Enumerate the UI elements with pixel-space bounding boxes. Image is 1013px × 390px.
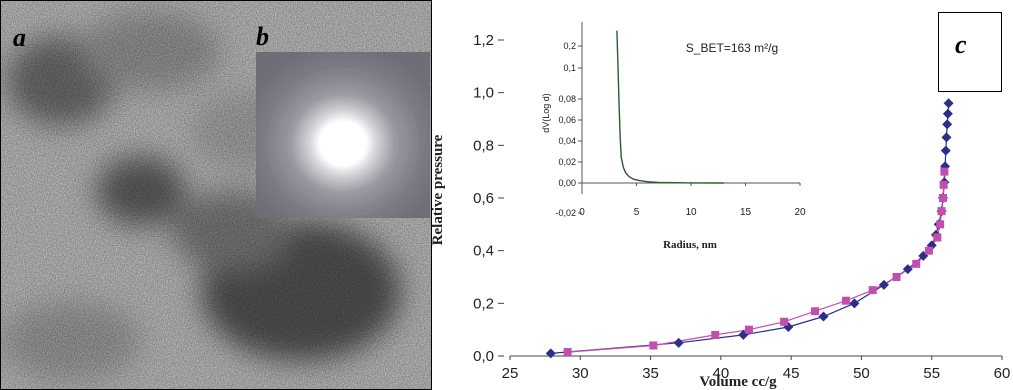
- x-tick-label: 60: [994, 365, 1011, 382]
- y-tick-label: 0,2: [473, 295, 494, 312]
- x-axis-label: Volume cc/g: [699, 374, 777, 390]
- inset-series-line: [616, 30, 724, 184]
- inset-y-tick-label: 0,06: [558, 115, 576, 125]
- data-point-square: [938, 194, 947, 202]
- data-point-diamond: [818, 311, 829, 322]
- inset-y-tick-label: 0,1: [563, 63, 576, 73]
- y-tick-label: 1,2: [473, 32, 494, 49]
- data-point-square: [649, 341, 658, 350]
- data-point-diamond: [545, 348, 556, 359]
- inset-annotation: S_BET=163 m²/g: [686, 41, 778, 55]
- data-point-diamond: [943, 98, 954, 109]
- data-point-diamond: [918, 250, 929, 261]
- inset-x-label: Radius, nm: [663, 239, 717, 251]
- data-point-square: [939, 180, 948, 189]
- x-tick-label: 40: [713, 365, 730, 382]
- data-point-square: [912, 259, 921, 268]
- inset-y-tick-label: 0,04: [558, 136, 576, 146]
- data-point-square: [937, 207, 946, 216]
- data-point-square: [711, 330, 720, 339]
- panel-label-c: c: [955, 30, 967, 59]
- inset-y-tick-label: 0,2: [563, 41, 576, 51]
- data-point-square: [924, 246, 933, 255]
- data-point-square: [936, 220, 945, 229]
- y-tick-label: 0,6: [473, 190, 494, 207]
- data-point-square: [780, 317, 789, 326]
- data-point-square: [744, 325, 753, 334]
- x-tick-label: 25: [502, 365, 519, 382]
- series-lines: [550, 103, 950, 354]
- inset-y-tick-label: -0,02: [555, 208, 576, 218]
- inset-x-tick-label: 15: [740, 207, 752, 218]
- inset-y-tick-label: 0,08: [558, 94, 576, 104]
- y-tick-label: 0,8: [473, 137, 494, 154]
- x-tick-label: 50: [853, 365, 870, 382]
- y-tick-label: 0,0: [473, 348, 494, 365]
- data-point-square: [841, 296, 850, 305]
- isotherm-chart: 25 30 35 40 45 50 55 60 0,00,20,40,60,81,01,2 V…: [432, 22, 1011, 390]
- panel-label-a: a: [13, 23, 26, 52]
- inset-x-tick-label: 10: [685, 207, 697, 218]
- series-line-1: [550, 103, 950, 354]
- inset-y-tick-label: 0,00: [558, 178, 576, 188]
- inset-x-tick-group: 0 5 10 15 20: [579, 183, 806, 218]
- data-point-square: [940, 167, 949, 176]
- y-tick-group: 0,0 0,2 0,4 0,6 0,8 1,0 1,2: [473, 32, 504, 365]
- data-point-diamond: [878, 279, 889, 290]
- x-tick-group: 25 30 35 40 45 50 55 60: [502, 356, 1011, 382]
- diffraction-pattern-image: [256, 52, 430, 218]
- data-point-square: [811, 307, 820, 316]
- panel-c-box: [938, 12, 1002, 92]
- inset-y-tick-group: -0,02 0,00 0,02 0,04 0,06 0,08 0,1 0,2: [555, 41, 582, 218]
- y-tick-label: 1,0: [473, 85, 494, 102]
- data-point-square: [563, 348, 572, 357]
- x-tick-label: 55: [923, 365, 940, 382]
- data-point-diamond: [902, 264, 913, 275]
- data-point-diamond: [940, 145, 951, 156]
- y-tick-label: 0,4: [473, 243, 494, 260]
- inset-x-tick-label: 5: [634, 207, 640, 218]
- data-point-square: [933, 233, 942, 242]
- inset-x-tick-label: 20: [794, 207, 806, 218]
- pore-size-inset: -0,02 0,00 0,02 0,04 0,06 0,08 0,1 0,2 0 5 10 15 20…: [541, 22, 806, 251]
- data-point-diamond: [849, 298, 860, 309]
- series-line-2: [567, 171, 945, 353]
- panel-label-b: b: [256, 22, 269, 51]
- inset-y-tick-label: 0,02: [558, 157, 576, 167]
- data-point-square: [892, 273, 901, 281]
- x-tick-label: 45: [783, 365, 800, 382]
- data-point-diamond: [941, 132, 952, 143]
- y-axis-label: Relative pressure: [432, 134, 446, 245]
- inset-y-label: dV(Log d): [541, 93, 551, 133]
- data-point-square: [868, 286, 877, 295]
- data-point-diamond: [942, 119, 953, 130]
- inset-x-tick-label: 0: [579, 207, 585, 218]
- x-tick-label: 35: [642, 365, 659, 382]
- x-tick-label: 30: [572, 365, 589, 382]
- data-point-diamond: [942, 108, 953, 119]
- data-point-diamond: [673, 337, 684, 348]
- series-markers: [545, 98, 954, 359]
